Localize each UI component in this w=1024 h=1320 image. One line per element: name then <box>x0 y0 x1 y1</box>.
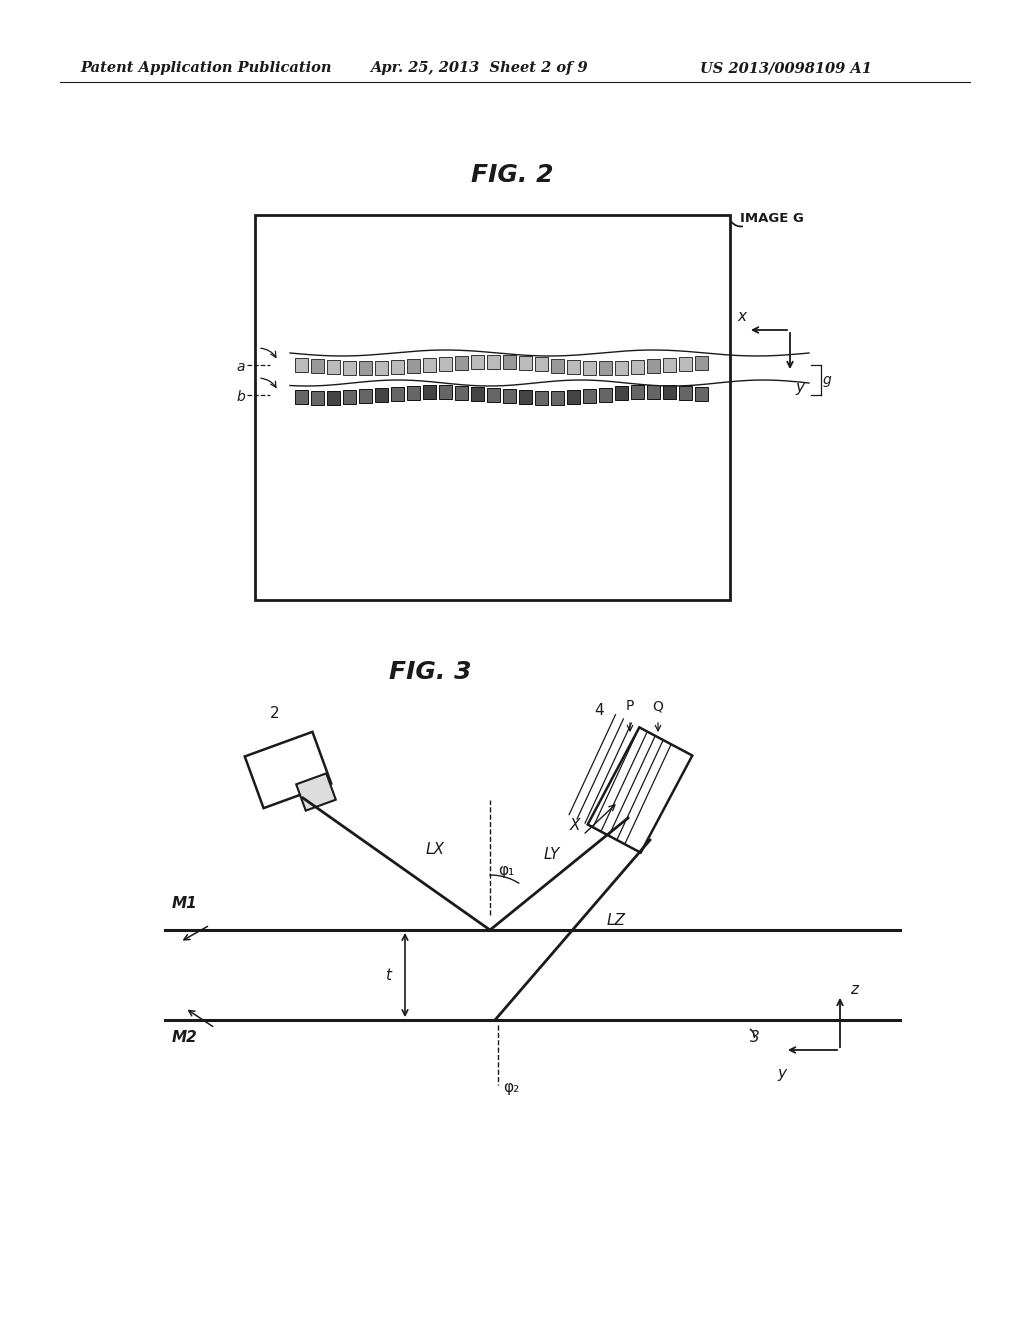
Bar <box>455 385 468 400</box>
Bar <box>255 215 730 601</box>
Bar <box>391 360 404 374</box>
Bar <box>695 356 708 370</box>
Text: Q: Q <box>652 700 664 713</box>
Text: US 2013/0098109 A1: US 2013/0098109 A1 <box>700 61 871 75</box>
Bar <box>519 391 532 404</box>
Bar <box>615 387 628 400</box>
Bar <box>567 360 580 374</box>
Bar <box>391 387 404 401</box>
Text: IMAGE G: IMAGE G <box>740 211 804 224</box>
Text: M1: M1 <box>172 896 198 911</box>
Bar <box>615 360 628 375</box>
Bar <box>567 391 580 404</box>
Bar <box>471 387 484 401</box>
Bar <box>599 388 612 401</box>
Text: 3: 3 <box>750 1030 760 1045</box>
Polygon shape <box>588 727 692 853</box>
Bar <box>423 358 436 372</box>
Text: LY: LY <box>544 847 560 862</box>
Bar <box>327 360 340 374</box>
Text: g: g <box>823 374 831 387</box>
Text: 4: 4 <box>594 704 603 718</box>
Bar <box>359 389 372 404</box>
Bar <box>375 388 388 403</box>
Text: M2: M2 <box>172 1030 198 1045</box>
Bar <box>375 360 388 375</box>
Bar <box>551 359 564 372</box>
Text: φ₂: φ₂ <box>503 1080 519 1096</box>
Text: φ₁: φ₁ <box>498 862 514 878</box>
Bar <box>679 358 692 371</box>
Bar <box>647 385 660 399</box>
Bar <box>695 387 708 401</box>
Bar <box>311 359 324 374</box>
Text: FIG. 3: FIG. 3 <box>389 660 471 684</box>
Text: X: X <box>569 818 580 833</box>
Text: P: P <box>626 700 634 713</box>
Bar <box>471 355 484 370</box>
Text: FIG. 2: FIG. 2 <box>471 162 553 187</box>
Bar <box>487 388 500 403</box>
Bar <box>551 391 564 405</box>
Bar <box>407 359 420 372</box>
Bar <box>487 355 500 370</box>
Bar <box>327 391 340 405</box>
Text: 2: 2 <box>270 706 280 721</box>
Text: LZ: LZ <box>607 913 626 928</box>
Bar <box>343 391 356 404</box>
Bar <box>503 355 516 370</box>
Bar <box>583 389 596 403</box>
Bar <box>599 360 612 375</box>
Bar <box>663 358 676 372</box>
Bar <box>407 385 420 400</box>
Text: y: y <box>777 1067 786 1081</box>
Text: t: t <box>385 968 391 982</box>
Bar <box>535 358 548 371</box>
Bar <box>647 359 660 374</box>
Text: Patent Application Publication: Patent Application Publication <box>80 61 332 75</box>
Bar <box>295 391 308 404</box>
Bar <box>663 385 676 399</box>
Bar <box>439 385 452 399</box>
Bar <box>311 391 324 405</box>
Bar <box>455 355 468 370</box>
Bar <box>295 358 308 372</box>
Polygon shape <box>245 731 331 808</box>
Polygon shape <box>296 774 336 810</box>
Bar <box>583 360 596 375</box>
Bar <box>631 360 644 375</box>
Text: a: a <box>237 360 245 374</box>
Text: y: y <box>796 380 805 395</box>
Bar <box>631 385 644 400</box>
Bar <box>679 385 692 400</box>
Text: b: b <box>237 389 245 404</box>
Text: LX: LX <box>426 842 445 857</box>
Bar <box>503 389 516 404</box>
Bar <box>423 385 436 399</box>
Bar <box>519 356 532 371</box>
Bar <box>343 360 356 375</box>
Bar <box>439 356 452 371</box>
Bar <box>535 391 548 405</box>
Bar <box>359 360 372 375</box>
Text: z: z <box>850 982 858 998</box>
Text: Apr. 25, 2013  Sheet 2 of 9: Apr. 25, 2013 Sheet 2 of 9 <box>370 61 588 75</box>
Text: x: x <box>737 309 746 323</box>
